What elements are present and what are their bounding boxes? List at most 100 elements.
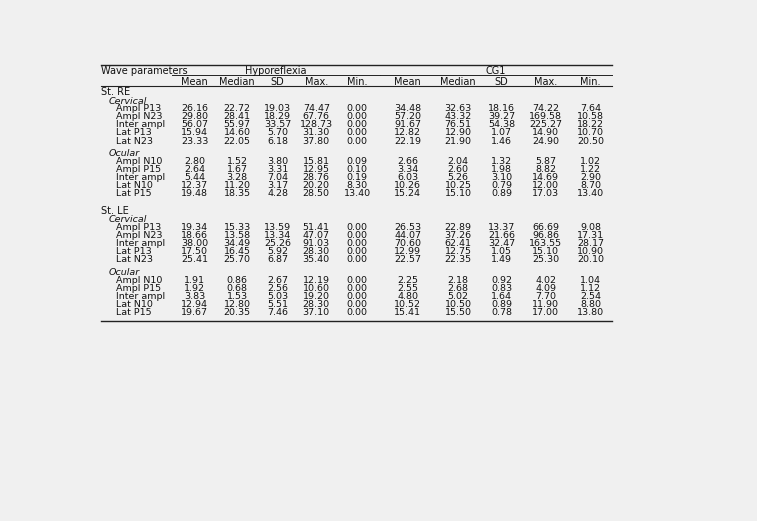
Text: 20.35: 20.35 bbox=[223, 308, 251, 317]
Text: 1.05: 1.05 bbox=[491, 247, 512, 256]
Text: 5.92: 5.92 bbox=[267, 247, 288, 256]
Text: 47.07: 47.07 bbox=[303, 231, 330, 240]
Text: 0.00: 0.00 bbox=[347, 284, 368, 293]
Text: 0.89: 0.89 bbox=[491, 189, 512, 199]
Text: 12.00: 12.00 bbox=[532, 181, 559, 190]
Text: 22.19: 22.19 bbox=[394, 137, 421, 145]
Text: 19.67: 19.67 bbox=[181, 308, 208, 317]
Text: 8.70: 8.70 bbox=[580, 181, 601, 190]
Text: 0.00: 0.00 bbox=[347, 308, 368, 317]
Text: 16.45: 16.45 bbox=[224, 247, 251, 256]
Text: 28.41: 28.41 bbox=[224, 113, 251, 121]
Text: 0.78: 0.78 bbox=[491, 308, 512, 317]
Text: Ampl P15: Ampl P15 bbox=[117, 284, 161, 293]
Text: 28.76: 28.76 bbox=[303, 173, 330, 182]
Text: 3.83: 3.83 bbox=[184, 292, 205, 301]
Text: 128.73: 128.73 bbox=[300, 120, 333, 129]
Text: 0.09: 0.09 bbox=[347, 157, 368, 166]
Text: 0.00: 0.00 bbox=[347, 120, 368, 129]
Text: 19.03: 19.03 bbox=[264, 104, 291, 113]
Text: 38.00: 38.00 bbox=[181, 239, 208, 249]
Text: CG1: CG1 bbox=[486, 66, 506, 76]
Text: 28.30: 28.30 bbox=[303, 247, 330, 256]
Text: 12.19: 12.19 bbox=[303, 276, 330, 285]
Text: 12.80: 12.80 bbox=[224, 300, 251, 309]
Text: 74.22: 74.22 bbox=[532, 104, 559, 113]
Text: 22.89: 22.89 bbox=[444, 223, 472, 232]
Text: 2.66: 2.66 bbox=[397, 157, 418, 166]
Text: 1.22: 1.22 bbox=[580, 165, 601, 174]
Text: 6.18: 6.18 bbox=[267, 137, 288, 145]
Text: 0.00: 0.00 bbox=[347, 255, 368, 264]
Text: 1.92: 1.92 bbox=[184, 284, 205, 293]
Text: 10.52: 10.52 bbox=[394, 300, 421, 309]
Text: Cervical: Cervical bbox=[108, 96, 147, 106]
Text: Min.: Min. bbox=[581, 77, 601, 86]
Text: 19.20: 19.20 bbox=[303, 292, 330, 301]
Text: 18.66: 18.66 bbox=[181, 231, 208, 240]
Text: 39.27: 39.27 bbox=[488, 113, 515, 121]
Text: Wave parameters: Wave parameters bbox=[101, 66, 188, 76]
Text: 11.90: 11.90 bbox=[532, 300, 559, 309]
Text: Max.: Max. bbox=[304, 77, 328, 86]
Text: Mean: Mean bbox=[394, 77, 421, 86]
Text: 44.07: 44.07 bbox=[394, 231, 421, 240]
Text: 20.20: 20.20 bbox=[303, 181, 330, 190]
Text: Ocular: Ocular bbox=[108, 268, 140, 277]
Text: 7.64: 7.64 bbox=[580, 104, 601, 113]
Text: 34.49: 34.49 bbox=[223, 239, 251, 249]
Text: St. RE: St. RE bbox=[101, 88, 130, 97]
Text: 11.20: 11.20 bbox=[224, 181, 251, 190]
Text: Ampl N10: Ampl N10 bbox=[117, 157, 163, 166]
Text: 8.82: 8.82 bbox=[535, 165, 556, 174]
Text: 2.90: 2.90 bbox=[580, 173, 601, 182]
Text: 5.87: 5.87 bbox=[535, 157, 556, 166]
Text: 2.68: 2.68 bbox=[447, 284, 469, 293]
Text: 2.04: 2.04 bbox=[447, 157, 469, 166]
Text: 2.64: 2.64 bbox=[184, 165, 205, 174]
Text: 14.90: 14.90 bbox=[532, 129, 559, 138]
Text: 0.83: 0.83 bbox=[491, 284, 512, 293]
Text: 35.40: 35.40 bbox=[303, 255, 330, 264]
Text: 2.80: 2.80 bbox=[184, 157, 205, 166]
Text: 2.67: 2.67 bbox=[267, 276, 288, 285]
Text: 1.12: 1.12 bbox=[580, 284, 601, 293]
Text: Ampl N23: Ampl N23 bbox=[117, 113, 163, 121]
Text: 96.86: 96.86 bbox=[532, 231, 559, 240]
Text: 6.87: 6.87 bbox=[267, 255, 288, 264]
Text: 4.09: 4.09 bbox=[535, 284, 556, 293]
Text: 13.34: 13.34 bbox=[264, 231, 291, 240]
Text: 2.18: 2.18 bbox=[447, 276, 469, 285]
Text: 5.51: 5.51 bbox=[267, 300, 288, 309]
Text: 70.60: 70.60 bbox=[394, 239, 421, 249]
Text: 1.53: 1.53 bbox=[226, 292, 248, 301]
Text: 15.24: 15.24 bbox=[394, 189, 421, 199]
Text: Inter ampl: Inter ampl bbox=[117, 292, 166, 301]
Text: Ocular: Ocular bbox=[108, 150, 140, 158]
Text: 21.90: 21.90 bbox=[444, 137, 472, 145]
Text: 2.56: 2.56 bbox=[267, 284, 288, 293]
Text: 12.94: 12.94 bbox=[181, 300, 208, 309]
Text: 23.33: 23.33 bbox=[181, 137, 208, 145]
Text: 10.58: 10.58 bbox=[577, 113, 604, 121]
Text: 8.30: 8.30 bbox=[347, 181, 368, 190]
Text: 10.26: 10.26 bbox=[394, 181, 421, 190]
Text: Ampl P13: Ampl P13 bbox=[117, 223, 161, 232]
Text: 12.95: 12.95 bbox=[303, 165, 330, 174]
Text: 37.80: 37.80 bbox=[303, 137, 330, 145]
Text: 14.60: 14.60 bbox=[224, 129, 251, 138]
Text: 1.49: 1.49 bbox=[491, 255, 512, 264]
Text: 5.44: 5.44 bbox=[184, 173, 205, 182]
Text: 13.58: 13.58 bbox=[223, 231, 251, 240]
Text: 17.50: 17.50 bbox=[181, 247, 208, 256]
Text: 1.04: 1.04 bbox=[580, 276, 601, 285]
Text: 0.00: 0.00 bbox=[347, 247, 368, 256]
Text: 1.91: 1.91 bbox=[184, 276, 205, 285]
Text: 0.00: 0.00 bbox=[347, 231, 368, 240]
Text: SD: SD bbox=[494, 77, 509, 86]
Text: 10.90: 10.90 bbox=[577, 247, 604, 256]
Text: Mean: Mean bbox=[181, 77, 208, 86]
Text: 22.72: 22.72 bbox=[224, 104, 251, 113]
Text: Max.: Max. bbox=[534, 77, 557, 86]
Text: 15.81: 15.81 bbox=[303, 157, 330, 166]
